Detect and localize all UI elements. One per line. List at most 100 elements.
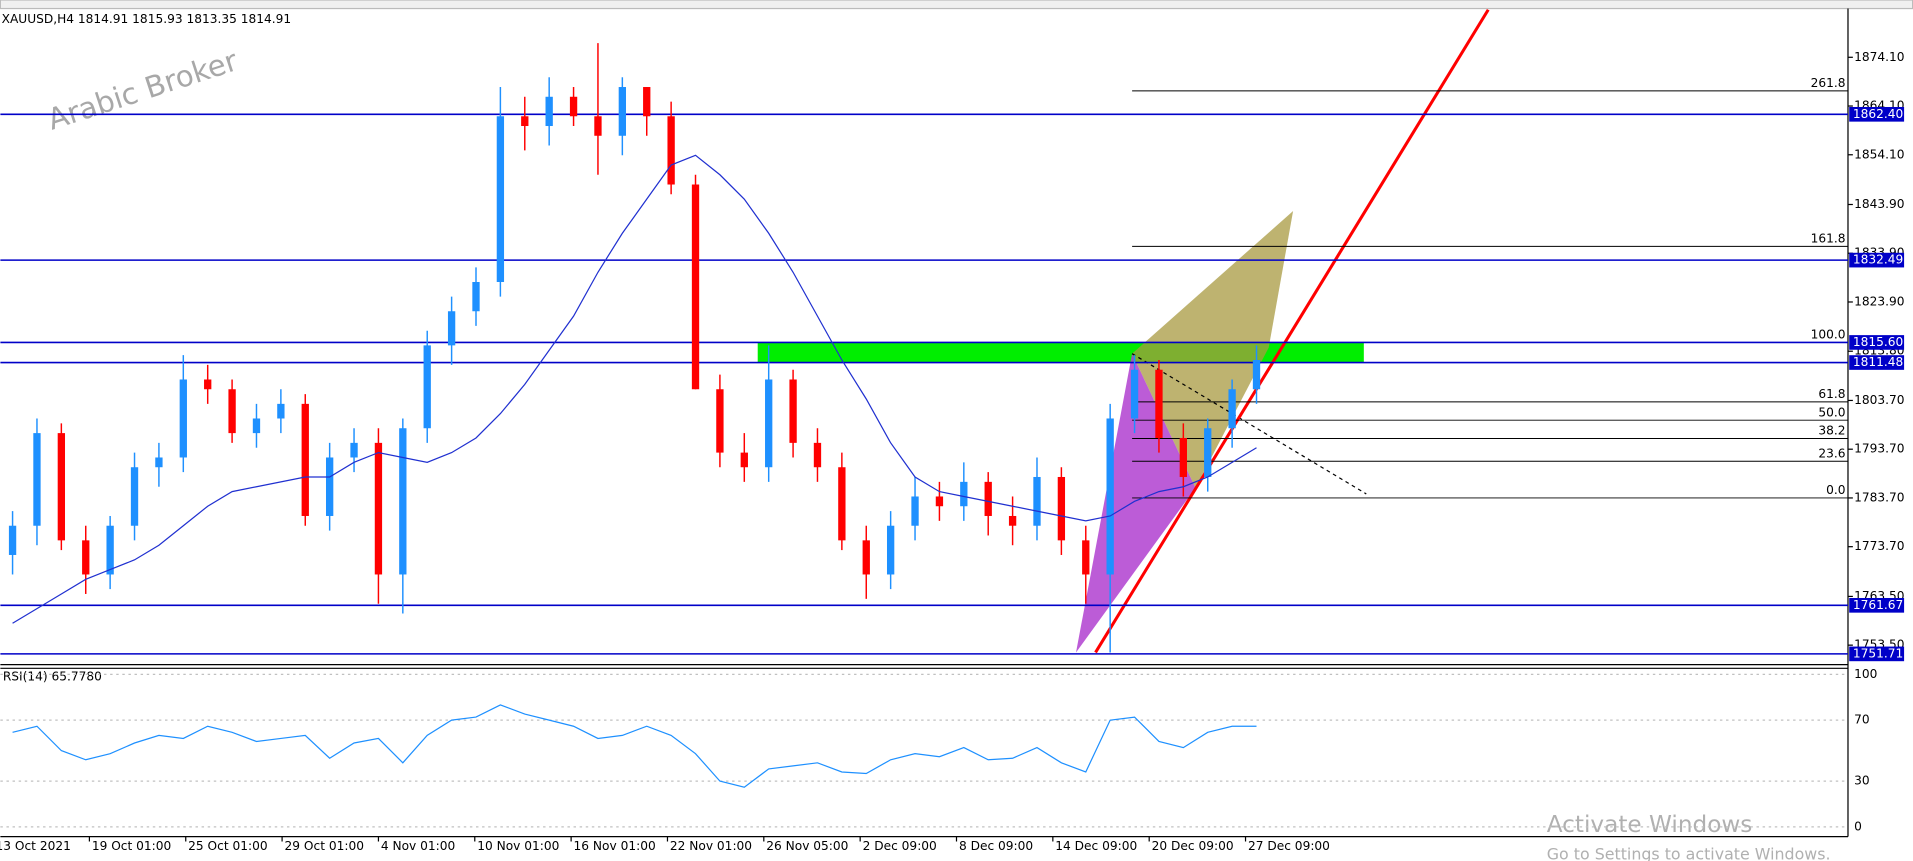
rsi-tick-label: 100	[1854, 667, 1877, 681]
candle-body	[496, 116, 505, 283]
price-label-box	[1849, 355, 1905, 370]
x-tick-label: 20 Dec 09:00	[1152, 839, 1234, 853]
candle-body	[155, 457, 163, 468]
rsi-tick-label: 70	[1854, 713, 1870, 727]
candle-body	[57, 433, 66, 541]
activation-hint: Go to Settings to activate Windows.	[1547, 844, 1831, 861]
candle-body	[1106, 418, 1114, 575]
x-tick-label: 4 Nov 01:00	[381, 839, 455, 853]
candle-body	[399, 428, 407, 575]
candle-body	[33, 433, 41, 526]
y-tick-label: 1874.10	[1854, 50, 1904, 64]
price-label: 1811.48	[1853, 355, 1903, 369]
y-tick-label: 1854.10	[1854, 147, 1904, 161]
price-label: 1815.60	[1853, 335, 1903, 349]
candle-body	[1082, 540, 1090, 575]
candle-body	[106, 525, 114, 575]
candle-body	[911, 496, 919, 526]
symbol-title: XAUUSD,H4 1814.91 1815.93 1813.35 1814.9…	[2, 12, 292, 26]
candle-body	[838, 467, 846, 541]
x-tick-label: 10 Nov 01:00	[477, 839, 559, 853]
x-tick-label: 16 Nov 01:00	[574, 839, 656, 853]
x-tick-label: 22 Nov 01:00	[670, 839, 752, 853]
price-label: 1761.67	[1853, 598, 1903, 612]
x-tick-label: 13 Oct 2021	[0, 839, 71, 853]
rsi-tick-label: 30	[1854, 774, 1870, 788]
x-tick-label: 25 Oct 01:00	[188, 839, 267, 853]
trend-line	[1094, 8, 1490, 654]
candle-body	[618, 87, 627, 136]
candle-body	[1204, 428, 1212, 477]
projection-line	[1131, 353, 1367, 495]
fib-label: 23.6	[1818, 446, 1845, 460]
y-tick-label: 1803.70	[1854, 393, 1904, 407]
candle-body	[984, 481, 992, 516]
toolbar-strip	[0, 0, 1913, 10]
fib-label: 261.8	[1811, 76, 1846, 90]
candle-body	[252, 418, 261, 434]
candle-body	[1130, 369, 1139, 419]
candle-body	[545, 96, 553, 127]
candle-body	[423, 345, 431, 429]
price-label: 1751.71	[1853, 646, 1903, 660]
price-label: 1832.49	[1853, 253, 1903, 267]
harmonic-leg	[1076, 353, 1196, 653]
price-label-box	[1849, 598, 1905, 613]
candle-body	[765, 379, 773, 468]
rsi-line	[12, 704, 1257, 788]
candle-body	[82, 540, 90, 575]
candle-body	[228, 389, 236, 434]
y-tick-label: 1843.90	[1854, 197, 1904, 211]
candle-body	[740, 452, 748, 468]
x-tick-label: 29 Oct 01:00	[285, 839, 364, 853]
y-tick-label: 1823.90	[1854, 294, 1904, 308]
y-tick-label: 1783.70	[1854, 490, 1904, 504]
candle-body	[301, 403, 309, 516]
fib-label: 0.0	[1826, 483, 1845, 497]
x-tick-label: 14 Dec 09:00	[1055, 839, 1137, 853]
candle-body	[1057, 476, 1066, 541]
x-tick-label: 2 Dec 09:00	[863, 839, 937, 853]
candle-body	[1252, 359, 1261, 390]
fib-label: 100.0	[1811, 328, 1846, 342]
price-label-box	[1849, 106, 1905, 122]
candle-body	[667, 116, 675, 185]
fib-label: 38.2	[1818, 424, 1845, 438]
candle-body	[325, 457, 334, 516]
candle-body	[277, 403, 285, 419]
x-tick-label: 26 Nov 05:00	[766, 839, 848, 853]
x-tick-label: 27 Dec 09:00	[1248, 839, 1330, 853]
price-label-box	[1849, 252, 1905, 268]
x-tick-label: 8 Dec 09:00	[959, 839, 1033, 853]
candle-body	[643, 87, 651, 117]
candle-body	[374, 442, 383, 575]
candle-body	[862, 540, 870, 575]
fib-label: 161.8	[1811, 232, 1846, 246]
y-tick-label: 1793.70	[1854, 442, 1904, 456]
activation-notice: Activate Windows	[1547, 811, 1753, 838]
fib-label: 50.0	[1818, 405, 1845, 419]
candle-body	[569, 96, 578, 117]
y-tick-label: 1773.70	[1854, 539, 1904, 553]
candle-body	[8, 525, 17, 555]
candle-body	[204, 379, 212, 390]
price-label: 1862.40	[1853, 107, 1903, 121]
candle-body	[1033, 476, 1041, 526]
fib-label: 61.8	[1818, 387, 1845, 401]
candle-body	[472, 282, 480, 312]
candle-body	[1155, 369, 1163, 438]
candle-body	[935, 496, 944, 507]
drawings-under	[757, 8, 1490, 654]
candle-body	[179, 379, 187, 458]
price-label-box	[1849, 646, 1905, 662]
candle-body	[1179, 437, 1187, 477]
candle-body	[960, 481, 968, 507]
rsi-tick-label: 0	[1854, 819, 1862, 833]
candle-body	[886, 525, 895, 575]
candle-body	[1228, 389, 1236, 429]
rsi-title: RSI(14) 65.7780	[3, 669, 102, 683]
candle-body	[813, 442, 822, 468]
candle-body	[130, 467, 139, 526]
